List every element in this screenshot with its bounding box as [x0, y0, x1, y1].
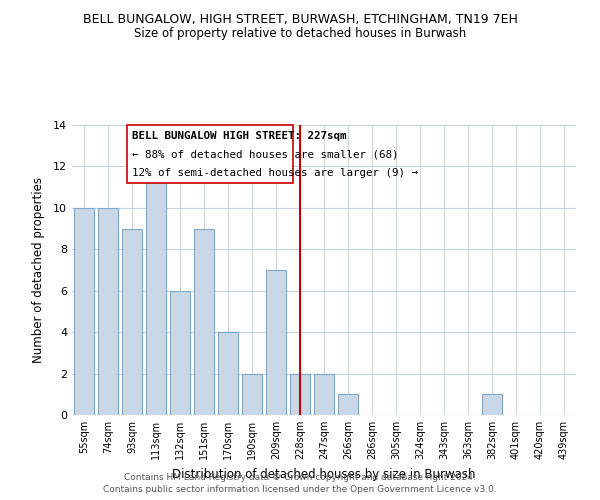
- Bar: [122, 228, 142, 415]
- Bar: [74, 208, 94, 415]
- Bar: [314, 374, 334, 415]
- Bar: [170, 290, 190, 415]
- Text: BELL BUNGALOW HIGH STREET: 227sqm: BELL BUNGALOW HIGH STREET: 227sqm: [131, 131, 346, 141]
- Text: Contains public sector information licensed under the Open Government Licence v3: Contains public sector information licen…: [103, 485, 497, 494]
- Bar: [266, 270, 286, 415]
- Bar: [290, 374, 310, 415]
- Y-axis label: Number of detached properties: Number of detached properties: [32, 177, 44, 363]
- Text: Size of property relative to detached houses in Burwash: Size of property relative to detached ho…: [134, 28, 466, 40]
- Bar: [242, 374, 262, 415]
- Bar: [98, 208, 118, 415]
- FancyBboxPatch shape: [127, 125, 293, 183]
- Text: ← 88% of detached houses are smaller (68): ← 88% of detached houses are smaller (68…: [131, 150, 398, 160]
- Text: Contains HM Land Registry data © Crown copyright and database right 2024.: Contains HM Land Registry data © Crown c…: [124, 472, 476, 482]
- Bar: [482, 394, 502, 415]
- Bar: [194, 228, 214, 415]
- Text: BELL BUNGALOW, HIGH STREET, BURWASH, ETCHINGHAM, TN19 7EH: BELL BUNGALOW, HIGH STREET, BURWASH, ETC…: [83, 12, 517, 26]
- X-axis label: Distribution of detached houses by size in Burwash: Distribution of detached houses by size …: [172, 468, 476, 480]
- Text: 12% of semi-detached houses are larger (9) →: 12% of semi-detached houses are larger (…: [131, 168, 418, 178]
- Bar: [338, 394, 358, 415]
- Bar: [218, 332, 238, 415]
- Bar: [146, 166, 166, 415]
